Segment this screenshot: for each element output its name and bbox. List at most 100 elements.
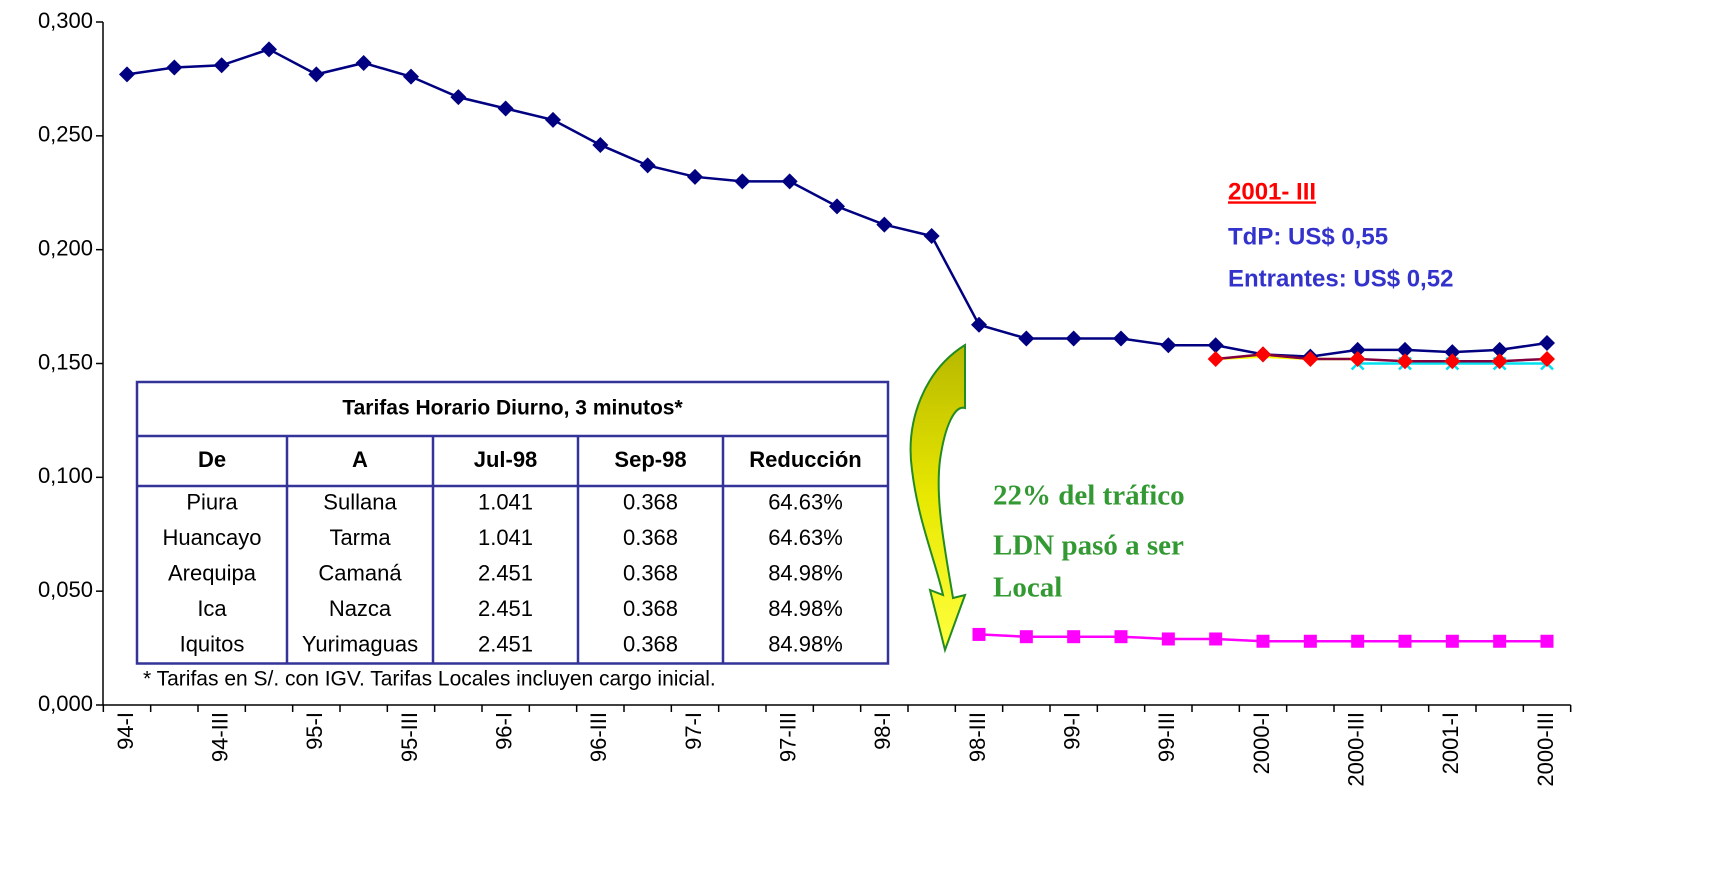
- marker: [1207, 337, 1224, 354]
- y-tick-label: 0,100: [38, 463, 93, 488]
- marker: [1255, 346, 1271, 363]
- annotation: Entrantes: US$ 0,52: [1228, 265, 1453, 292]
- table-header: De: [198, 447, 226, 472]
- table-cell: 64.63%: [768, 525, 843, 550]
- marker: [1491, 341, 1508, 358]
- x-tick-label: 2001-I: [1438, 712, 1463, 774]
- table-cell: Iquitos: [180, 632, 245, 657]
- marker: [1114, 630, 1128, 644]
- marker: [639, 157, 656, 174]
- y-tick-label: 0,150: [38, 349, 93, 374]
- x-tick-label: 94-III: [207, 712, 232, 762]
- marker: [1539, 335, 1555, 352]
- marker: [972, 627, 986, 641]
- marker: [213, 57, 230, 74]
- table-cell: 84.98%: [768, 632, 843, 657]
- annotation: LDN pasó a ser: [993, 530, 1184, 562]
- marker: [450, 89, 467, 106]
- x-tick-label: 96-III: [586, 712, 611, 762]
- marker: [355, 54, 372, 71]
- marker: [829, 198, 845, 215]
- marker: [261, 41, 277, 58]
- marker: [781, 173, 798, 190]
- table-cell: 0.368: [623, 561, 678, 586]
- marker: [1445, 634, 1459, 648]
- table-cell: 1.041: [478, 525, 533, 550]
- marker: [1207, 350, 1224, 367]
- marker: [1539, 350, 1555, 367]
- marker: [687, 168, 703, 185]
- x-tick-label: 2000-III: [1533, 712, 1558, 787]
- table-cell: 2.451: [478, 561, 533, 586]
- y-tick-label: 0,050: [38, 577, 93, 602]
- table-cell: 84.98%: [768, 561, 843, 586]
- annotation: 22% del tráfico: [993, 480, 1185, 512]
- table-footnote: * Tarifas en S/. con IGV. Tarifas Locale…: [143, 668, 716, 691]
- marker: [545, 111, 561, 128]
- marker: [1067, 630, 1081, 644]
- marker: [971, 316, 987, 333]
- table-cell: Yurimaguas: [302, 632, 418, 657]
- x-tick-label: 98-III: [965, 712, 990, 762]
- y-tick-label: 0,300: [38, 8, 93, 33]
- table-cell: 0.368: [623, 632, 678, 657]
- table-cell: Piura: [186, 490, 238, 515]
- table-cell: Tarma: [329, 525, 391, 550]
- annotation: Local: [993, 572, 1062, 604]
- marker: [1160, 337, 1177, 354]
- marker: [1256, 634, 1270, 648]
- marker: [1493, 634, 1507, 648]
- x-tick-label: 99-III: [1154, 712, 1179, 762]
- marker: [308, 66, 325, 83]
- table-header: Reducción: [749, 447, 861, 472]
- marker: [1444, 353, 1461, 370]
- y-tick-label: 0,200: [38, 235, 93, 260]
- x-tick-label: 95-III: [397, 712, 422, 762]
- marker: [1209, 632, 1223, 646]
- table-cell: Ica: [197, 596, 227, 621]
- marker: [1351, 634, 1365, 648]
- table-cell: 0.368: [623, 490, 678, 515]
- marker: [1398, 634, 1412, 648]
- marker: [1303, 634, 1317, 648]
- x-tick-label: 99-I: [1059, 712, 1084, 750]
- marker: [1161, 632, 1175, 646]
- table-cell: 2.451: [478, 632, 533, 657]
- x-tick-label: 95-I: [302, 712, 327, 750]
- marker: [1540, 634, 1554, 648]
- marker: [1491, 353, 1508, 370]
- table-cell: 2.451: [478, 596, 533, 621]
- marker: [876, 216, 893, 233]
- marker: [1397, 353, 1413, 370]
- table-cell: Sullana: [323, 490, 397, 515]
- marker: [1113, 330, 1129, 347]
- table-cell: Arequipa: [168, 561, 257, 586]
- table-header: A: [352, 447, 368, 472]
- x-tick-label: 96-I: [491, 712, 516, 750]
- marker: [119, 66, 135, 83]
- y-tick-label: 0,250: [38, 122, 93, 147]
- marker: [1349, 341, 1366, 358]
- marker: [403, 68, 419, 85]
- arrow: [909, 343, 967, 654]
- marker: [166, 59, 183, 76]
- table-cell: Nazca: [329, 596, 392, 621]
- table-cell: 64.63%: [768, 490, 843, 515]
- table-title: Tarifas Horario Diurno, 3 minutos*: [342, 397, 683, 420]
- marker: [1302, 350, 1319, 367]
- marker: [1019, 630, 1033, 644]
- table-header: Jul-98: [474, 447, 538, 472]
- marker: [1444, 344, 1461, 361]
- marker: [734, 173, 751, 190]
- marker: [1349, 350, 1366, 367]
- marker: [1018, 330, 1035, 347]
- x-tick-label: 94-I: [113, 712, 138, 750]
- table-cell: 0.368: [623, 596, 678, 621]
- table-cell: Camaná: [318, 561, 402, 586]
- marker: [923, 228, 940, 245]
- x-tick-label: 2000-III: [1343, 712, 1368, 787]
- table-header: Sep-98: [614, 447, 686, 472]
- marker: [1065, 330, 1082, 347]
- marker: [592, 136, 609, 153]
